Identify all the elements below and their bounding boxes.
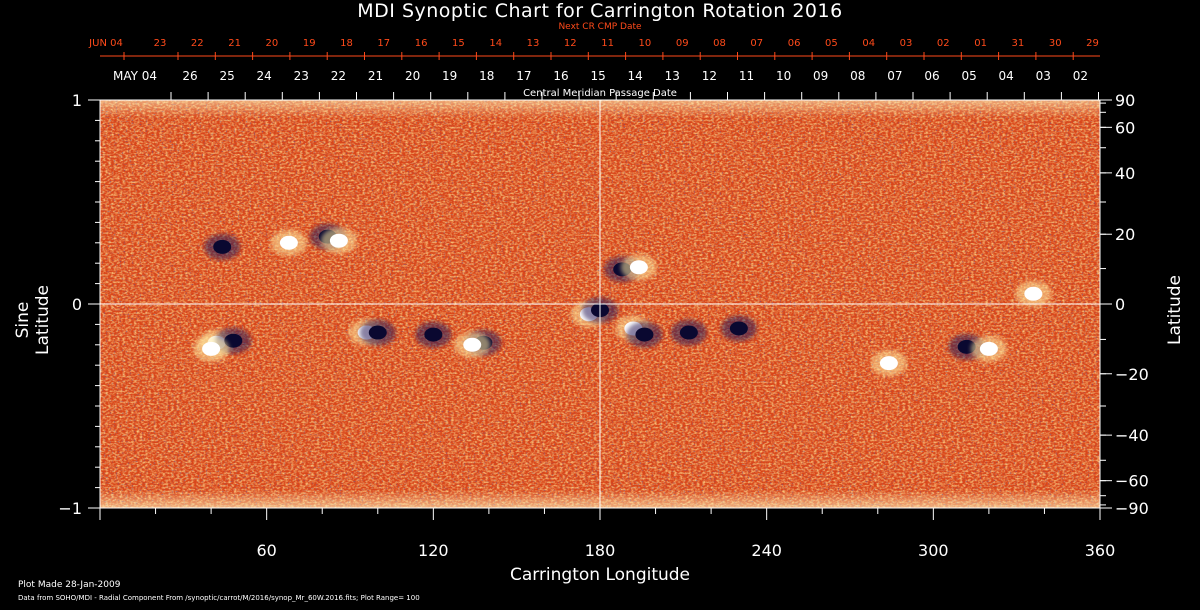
active-region-negative xyxy=(729,321,748,336)
top-red-tick-label: 20 xyxy=(266,38,279,49)
top-red-tick-label: 02 xyxy=(937,38,950,49)
active-region-negative xyxy=(424,327,443,342)
top-white-tick-label: 13 xyxy=(665,69,680,83)
active-region-positive xyxy=(463,337,482,352)
x-tick-label: 120 xyxy=(418,541,449,560)
top-white-tick-label: 14 xyxy=(628,69,643,83)
top-red-tick-label: 01 xyxy=(974,38,987,49)
top-red-tick-label: 14 xyxy=(489,38,502,49)
top-red-tick-label: 11 xyxy=(601,38,614,49)
y-right-tick-label: 90 xyxy=(1115,91,1135,110)
x-tick-label: 180 xyxy=(585,541,616,560)
y-left-tick-label: −1 xyxy=(58,499,82,518)
top-white-tick-label: 23 xyxy=(294,69,309,83)
active-regions xyxy=(193,223,1052,377)
top-white-tick-label: 25 xyxy=(219,69,234,83)
top-red-tick-label: 23 xyxy=(154,38,167,49)
x-tick-label: 300 xyxy=(918,541,949,560)
active-region-positive xyxy=(279,235,298,250)
top-white-tick-label: 12 xyxy=(702,69,717,83)
active-region-negative xyxy=(224,333,243,348)
top-white-tick-label: 16 xyxy=(553,69,568,83)
top-red-tick-label: 04 xyxy=(862,38,875,49)
y-right-tick-label: −40 xyxy=(1115,426,1149,445)
top-white-tick-label: 02 xyxy=(1073,69,1088,83)
active-region-negative xyxy=(213,239,232,254)
top-white-tick-label: 06 xyxy=(924,69,939,83)
top-white-tick-label: 19 xyxy=(442,69,457,83)
active-region-negative xyxy=(679,325,698,340)
top-red-tick-label: 31 xyxy=(1012,38,1025,49)
top-white-tick-label: 17 xyxy=(516,69,531,83)
top-red-tick-label: 13 xyxy=(527,38,540,49)
top-red-tick-label: 18 xyxy=(340,38,353,49)
y-right-tick-label: −90 xyxy=(1115,499,1149,518)
top-white-tick-label: 24 xyxy=(257,69,272,83)
top-white-tick-label: 22 xyxy=(331,69,346,83)
top-axis-red-label: Next CR CMP Date xyxy=(558,22,642,32)
top-white-tick-label: 11 xyxy=(739,69,754,83)
active-region-positive xyxy=(202,341,221,356)
y-right-tick-label: −20 xyxy=(1115,365,1149,384)
y-left-tick-label: 1 xyxy=(72,91,82,110)
top-red-tick-label: JUN 04 xyxy=(88,38,123,49)
top-red-tick-label: 10 xyxy=(639,38,652,49)
y-right-tick-label: 20 xyxy=(1115,225,1135,244)
top-red-tick-label: 29 xyxy=(1086,38,1099,49)
top-red-tick-label: 06 xyxy=(788,38,801,49)
top-white-tick-label: 21 xyxy=(368,69,383,83)
top-red-tick-label: 08 xyxy=(713,38,726,49)
plot-made-note: Plot Made 28-Jan-2009 xyxy=(18,580,121,590)
top-red-tick-label: 05 xyxy=(825,38,838,49)
active-region-positive xyxy=(879,356,898,371)
top-white-tick-label: 20 xyxy=(405,69,420,83)
top-red-tick-label: 19 xyxy=(303,38,316,49)
y-right-tick-label: 40 xyxy=(1115,164,1135,183)
top-white-tick-label: 15 xyxy=(590,69,605,83)
top-white-tick-label: 10 xyxy=(776,69,791,83)
top-red-tick-label: 22 xyxy=(191,38,204,49)
top-red-tick-label: 09 xyxy=(676,38,689,49)
data-source-note: Data from SOHO/MDI - Radial Component Fr… xyxy=(18,594,420,602)
top-white-tick-label: 03 xyxy=(1036,69,1051,83)
top-white-tick-label: 09 xyxy=(813,69,828,83)
active-region-negative xyxy=(635,327,654,342)
top-axis-white-label: Central Meridian Passage Date xyxy=(523,88,677,99)
top-white-tick-label: 05 xyxy=(961,69,976,83)
top-white-tick-label: 07 xyxy=(887,69,902,83)
x-tick-label: 240 xyxy=(751,541,782,560)
y-right-tick-label: 0 xyxy=(1115,295,1125,314)
top-white-tick-label: 08 xyxy=(850,69,865,83)
y-right-tick-label: 60 xyxy=(1115,118,1135,137)
active-region-positive xyxy=(329,233,348,248)
y-left-tick-label: 0 xyxy=(72,295,82,314)
chart-title: MDI Synoptic Chart for Carrington Rotati… xyxy=(357,0,843,22)
x-tick-label: 60 xyxy=(256,541,276,560)
x-tick-label: 360 xyxy=(1085,541,1116,560)
axes: 60 120 180 240 300 36010−1906040200−20−40−60−… xyxy=(58,38,1148,560)
top-red-tick-label: 15 xyxy=(452,38,465,49)
active-region-positive xyxy=(979,341,998,356)
top-red-tick-label: 21 xyxy=(228,38,241,49)
top-red-tick-label: 07 xyxy=(750,38,763,49)
top-red-tick-label: 12 xyxy=(564,38,577,49)
active-region-negative xyxy=(368,325,387,340)
top-red-tick-label: 30 xyxy=(1049,38,1062,49)
x-axis-label: Carrington Longitude xyxy=(509,565,691,585)
top-red-tick-label: 16 xyxy=(415,38,428,49)
top-white-tick-label: 04 xyxy=(999,69,1014,83)
top-red-tick-label: 17 xyxy=(377,38,390,49)
top-white-tick-label: MAY 04 xyxy=(113,69,157,83)
top-white-tick-label: 26 xyxy=(182,69,197,83)
active-region-positive xyxy=(629,260,648,275)
y-right-tick-label: −60 xyxy=(1115,472,1149,491)
top-white-tick-label: 18 xyxy=(479,69,494,83)
active-region-positive xyxy=(1024,286,1043,301)
top-red-tick-label: 03 xyxy=(900,38,913,49)
